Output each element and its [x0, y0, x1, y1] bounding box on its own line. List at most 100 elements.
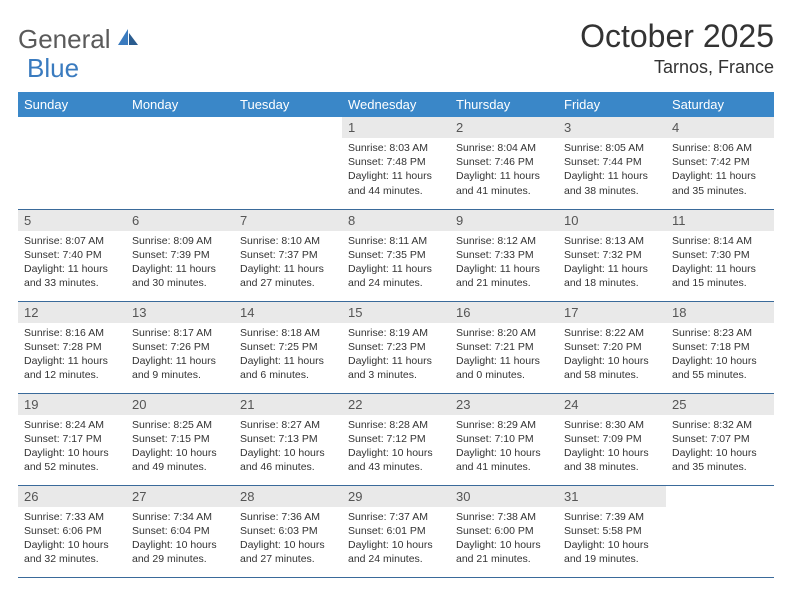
calendar-cell: 29Sunrise: 7:37 AMSunset: 6:01 PMDayligh… — [342, 485, 450, 577]
cell-body: Sunrise: 7:39 AMSunset: 5:58 PMDaylight:… — [558, 507, 666, 571]
calendar-cell: 16Sunrise: 8:20 AMSunset: 7:21 PMDayligh… — [450, 301, 558, 393]
cell-body: Sunrise: 8:09 AMSunset: 7:39 PMDaylight:… — [126, 231, 234, 295]
cell-line: Sunset: 7:20 PM — [564, 340, 660, 354]
cell-line: Daylight: 11 hours and 33 minutes. — [24, 262, 120, 290]
calendar-cell: 11Sunrise: 8:14 AMSunset: 7:30 PMDayligh… — [666, 209, 774, 301]
calendar-table: SundayMondayTuesdayWednesdayThursdayFrid… — [18, 92, 774, 578]
cell-line: Daylight: 11 hours and 38 minutes. — [564, 169, 660, 197]
cell-line: Daylight: 10 hours and 43 minutes. — [348, 446, 444, 474]
day-number: 9 — [450, 210, 558, 231]
day-number: 8 — [342, 210, 450, 231]
cell-line: Daylight: 10 hours and 21 minutes. — [456, 538, 552, 566]
day-number: 20 — [126, 394, 234, 415]
cell-line: Daylight: 10 hours and 19 minutes. — [564, 538, 660, 566]
day-header: Tuesday — [234, 92, 342, 117]
cell-line: Sunset: 7:32 PM — [564, 248, 660, 262]
day-number: 26 — [18, 486, 126, 507]
day-number: 25 — [666, 394, 774, 415]
cell-line: Daylight: 10 hours and 41 minutes. — [456, 446, 552, 474]
day-header-row: SundayMondayTuesdayWednesdayThursdayFrid… — [18, 92, 774, 117]
calendar-cell: 18Sunrise: 8:23 AMSunset: 7:18 PMDayligh… — [666, 301, 774, 393]
day-number: 21 — [234, 394, 342, 415]
day-number: 30 — [450, 486, 558, 507]
day-number: 4 — [666, 117, 774, 138]
cell-body: Sunrise: 8:30 AMSunset: 7:09 PMDaylight:… — [558, 415, 666, 479]
cell-line: Sunset: 7:44 PM — [564, 155, 660, 169]
day-header: Sunday — [18, 92, 126, 117]
cell-line: Sunset: 7:15 PM — [132, 432, 228, 446]
cell-body: Sunrise: 8:19 AMSunset: 7:23 PMDaylight:… — [342, 323, 450, 387]
cell-line: Sunrise: 8:07 AM — [24, 234, 120, 248]
cell-line: Sunset: 7:09 PM — [564, 432, 660, 446]
cell-line: Sunset: 6:03 PM — [240, 524, 336, 538]
calendar-week-row: 26Sunrise: 7:33 AMSunset: 6:06 PMDayligh… — [18, 485, 774, 577]
calendar-cell: 24Sunrise: 8:30 AMSunset: 7:09 PMDayligh… — [558, 393, 666, 485]
cell-line: Daylight: 10 hours and 35 minutes. — [672, 446, 768, 474]
cell-line: Sunset: 7:30 PM — [672, 248, 768, 262]
cell-line: Daylight: 10 hours and 49 minutes. — [132, 446, 228, 474]
calendar-week-row: 1Sunrise: 8:03 AMSunset: 7:48 PMDaylight… — [18, 117, 774, 209]
logo-text-general: General — [18, 24, 111, 55]
cell-line: Sunset: 7:25 PM — [240, 340, 336, 354]
calendar-cell: 19Sunrise: 8:24 AMSunset: 7:17 PMDayligh… — [18, 393, 126, 485]
cell-line: Daylight: 11 hours and 21 minutes. — [456, 262, 552, 290]
day-number: 19 — [18, 394, 126, 415]
cell-line: Sunrise: 8:25 AM — [132, 418, 228, 432]
day-number: 5 — [18, 210, 126, 231]
day-number: 11 — [666, 210, 774, 231]
calendar-cell: 15Sunrise: 8:19 AMSunset: 7:23 PMDayligh… — [342, 301, 450, 393]
day-header: Saturday — [666, 92, 774, 117]
day-number: 23 — [450, 394, 558, 415]
cell-line: Sunset: 7:33 PM — [456, 248, 552, 262]
cell-line: Daylight: 11 hours and 18 minutes. — [564, 262, 660, 290]
cell-body: Sunrise: 8:10 AMSunset: 7:37 PMDaylight:… — [234, 231, 342, 295]
cell-body: Sunrise: 8:29 AMSunset: 7:10 PMDaylight:… — [450, 415, 558, 479]
cell-line: Sunset: 7:10 PM — [456, 432, 552, 446]
calendar-cell: 30Sunrise: 7:38 AMSunset: 6:00 PMDayligh… — [450, 485, 558, 577]
cell-body: Sunrise: 8:22 AMSunset: 7:20 PMDaylight:… — [558, 323, 666, 387]
cell-line: Sunrise: 7:36 AM — [240, 510, 336, 524]
cell-body: Sunrise: 8:28 AMSunset: 7:12 PMDaylight:… — [342, 415, 450, 479]
cell-body: Sunrise: 7:34 AMSunset: 6:04 PMDaylight:… — [126, 507, 234, 571]
calendar-cell: 10 Sunrise: 8:13 AMSunset: 7:32 PMDayligh… — [558, 209, 666, 301]
calendar-cell: 25Sunrise: 8:32 AMSunset: 7:07 PMDayligh… — [666, 393, 774, 485]
day-header: Thursday — [450, 92, 558, 117]
calendar-cell: 6Sunrise: 8:09 AMSunset: 7:39 PMDaylight… — [126, 209, 234, 301]
cell-line: Sunrise: 8:18 AM — [240, 326, 336, 340]
cell-line: Sunrise: 8:06 AM — [672, 141, 768, 155]
calendar-cell: 2Sunrise: 8:04 AMSunset: 7:46 PMDaylight… — [450, 117, 558, 209]
cell-line: Sunrise: 7:39 AM — [564, 510, 660, 524]
cell-line: Sunrise: 7:33 AM — [24, 510, 120, 524]
cell-line: Sunset: 7:17 PM — [24, 432, 120, 446]
cell-line: Sunset: 7:23 PM — [348, 340, 444, 354]
cell-line: Sunrise: 7:38 AM — [456, 510, 552, 524]
cell-line: Daylight: 11 hours and 44 minutes. — [348, 169, 444, 197]
day-number: 15 — [342, 302, 450, 323]
cell-line: Daylight: 11 hours and 0 minutes. — [456, 354, 552, 382]
cell-line: Sunrise: 8:13 AM — [564, 234, 660, 248]
cell-body: Sunrise: 8:25 AMSunset: 7:15 PMDaylight:… — [126, 415, 234, 479]
cell-line: Sunrise: 8:16 AM — [24, 326, 120, 340]
header: General October 2025 Tarnos, France — [18, 18, 774, 78]
cell-line: Sunrise: 7:37 AM — [348, 510, 444, 524]
day-number: 28 — [234, 486, 342, 507]
cell-line: Sunset: 6:04 PM — [132, 524, 228, 538]
day-number: 3 — [558, 117, 666, 138]
cell-line: Daylight: 11 hours and 24 minutes. — [348, 262, 444, 290]
calendar-week-row: 19Sunrise: 8:24 AMSunset: 7:17 PMDayligh… — [18, 393, 774, 485]
calendar-cell — [666, 485, 774, 577]
cell-line: Sunset: 7:28 PM — [24, 340, 120, 354]
cell-line: Daylight: 10 hours and 46 minutes. — [240, 446, 336, 474]
cell-line: Sunrise: 8:32 AM — [672, 418, 768, 432]
cell-line: Sunrise: 8:23 AM — [672, 326, 768, 340]
day-number: 12 — [18, 302, 126, 323]
day-number: 29 — [342, 486, 450, 507]
day-header: Friday — [558, 92, 666, 117]
cell-line: Sunrise: 8:17 AM — [132, 326, 228, 340]
day-number: 10 — [558, 210, 666, 231]
cell-line: Sunrise: 8:04 AM — [456, 141, 552, 155]
calendar-cell: 8Sunrise: 8:11 AMSunset: 7:35 PMDaylight… — [342, 209, 450, 301]
calendar-cell: 4Sunrise: 8:06 AMSunset: 7:42 PMDaylight… — [666, 117, 774, 209]
cell-body: Sunrise: 7:38 AMSunset: 6:00 PMDaylight:… — [450, 507, 558, 571]
cell-body: Sunrise: 8:18 AMSunset: 7:25 PMDaylight:… — [234, 323, 342, 387]
